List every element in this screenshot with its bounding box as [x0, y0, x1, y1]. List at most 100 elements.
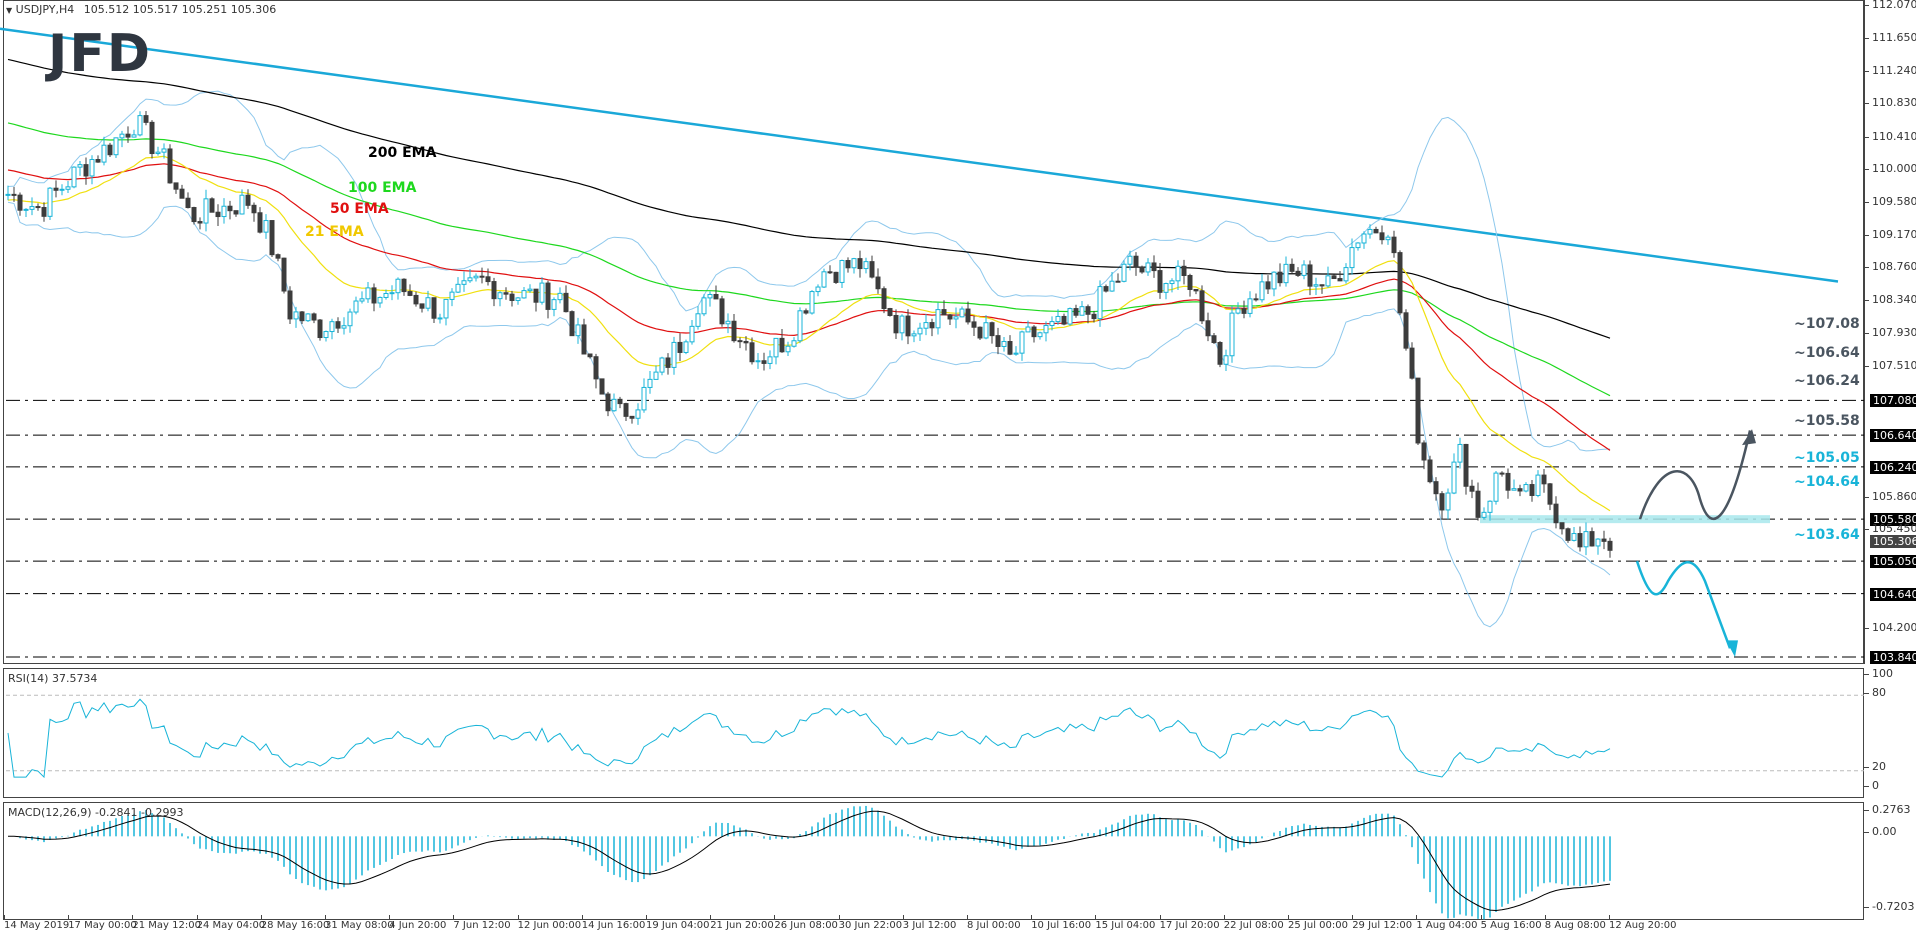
bear-candle — [887, 308, 893, 316]
bullish-scenario-arrow — [1638, 430, 1752, 521]
bull-candle — [851, 258, 857, 269]
bear-candle — [1181, 265, 1187, 276]
bull-candle — [1349, 247, 1355, 269]
price-chart-pane[interactable] — [3, 0, 1864, 664]
bull-candle — [437, 317, 443, 320]
level-label: ~105.05 — [1794, 450, 1860, 466]
bear-candle — [881, 288, 887, 310]
bollinger-lower — [7, 201, 1611, 628]
bear-candle — [419, 303, 425, 309]
bull-candle — [1313, 284, 1319, 287]
bull-candle — [71, 166, 77, 188]
bear-candle — [1463, 443, 1469, 487]
bear-candle — [929, 322, 935, 329]
bear-candle — [209, 198, 215, 213]
bear-candle — [1307, 264, 1313, 287]
price-tick: 110.000 — [1864, 161, 1916, 175]
bear-candle — [1577, 533, 1583, 548]
bull-candle — [1175, 265, 1181, 282]
bull-candle — [29, 206, 35, 210]
bull-candle — [1079, 306, 1085, 316]
bear-candle — [227, 205, 233, 212]
bull-candle — [461, 280, 467, 285]
bear-candle — [233, 210, 239, 215]
bear-candle — [1439, 493, 1445, 511]
bear-candle — [617, 398, 623, 405]
time-tick: 15 Jul 04:00 — [1095, 915, 1156, 931]
bull-candle — [689, 325, 695, 343]
bull-candle — [551, 299, 557, 310]
bear-candle — [167, 148, 173, 184]
bear-candle — [761, 360, 767, 364]
triangle-down-icon[interactable]: ▼ — [6, 6, 13, 15]
ema-label: 200 EMA — [368, 145, 437, 161]
bear-candle — [599, 378, 605, 395]
bull-candle — [1163, 283, 1169, 293]
bull-candle — [1001, 341, 1007, 347]
bull-candle — [65, 186, 71, 190]
level-label: ~107.08 — [1794, 316, 1860, 332]
time-tick: 22 Jul 08:00 — [1223, 915, 1284, 931]
bear-candle — [977, 326, 983, 339]
bull-candle — [203, 198, 209, 224]
chart-header: ▼ USDJPY,H4 105.512 105.517 105.251 105.… — [6, 3, 276, 16]
macd-signal-line — [8, 810, 1611, 912]
bull-candle — [659, 357, 665, 373]
bear-candle — [1547, 483, 1553, 505]
price-tick: 111.650 — [1864, 31, 1916, 45]
bull-candle — [383, 292, 389, 298]
price-tick: 112.070 — [1864, 0, 1916, 11]
bear-candle — [803, 310, 809, 314]
bull-candle — [1595, 538, 1601, 547]
macd-pane[interactable] — [3, 802, 1864, 920]
bear-candle — [371, 287, 377, 304]
time-tick: 12 Aug 20:00 — [1609, 915, 1677, 931]
price-tick: 109.170 — [1864, 227, 1916, 241]
bear-candle — [185, 197, 191, 209]
bull-candle — [527, 288, 533, 292]
bear-candle — [1409, 347, 1415, 379]
bear-candle — [1295, 270, 1301, 276]
bull-candle — [695, 313, 701, 327]
bear-candle — [533, 288, 539, 303]
bear-candle — [1541, 474, 1547, 485]
bull-candle — [1043, 325, 1049, 334]
bear-candle — [743, 340, 749, 344]
bull-candle — [1121, 263, 1127, 282]
bear-candle — [191, 207, 197, 223]
bear-candle — [1253, 298, 1259, 301]
bull-candle — [773, 337, 779, 358]
bull-candle — [131, 134, 137, 138]
ema-100-line — [7, 122, 1611, 397]
bull-candle — [101, 144, 107, 163]
time-tick: 10 Jul 16:00 — [1031, 915, 1092, 931]
level-price-tag: 105.580 — [1870, 513, 1916, 527]
bull-candle — [425, 297, 431, 309]
rsi-pane[interactable] — [3, 668, 1864, 798]
bull-candle — [221, 205, 227, 218]
bear-candle — [1427, 459, 1433, 483]
bull-candle — [1493, 472, 1499, 502]
bear-candle — [281, 257, 287, 292]
bear-candle — [1499, 472, 1505, 475]
bull-candle — [263, 220, 269, 233]
ema-200-line — [7, 58, 1611, 339]
time-tick: 5 Aug 16:00 — [1480, 915, 1542, 931]
bull-candle — [1487, 500, 1493, 513]
bear-candle — [1589, 531, 1595, 547]
level-price-tag: 104.640 — [1870, 587, 1916, 601]
bull-candle — [1445, 492, 1451, 511]
bear-candle — [149, 121, 155, 155]
bull-candle — [809, 291, 815, 314]
bull-candle — [1457, 443, 1463, 463]
bull-candle — [467, 277, 473, 282]
symbol-timeframe: USDJPY,H4 — [15, 3, 75, 16]
bull-candle — [77, 164, 83, 168]
bear-candle — [317, 319, 323, 339]
bear-candle — [845, 260, 851, 269]
bull-candle — [1229, 312, 1235, 357]
bear-candle — [485, 276, 491, 283]
bear-candle — [1391, 236, 1397, 254]
bull-candle — [89, 159, 95, 177]
